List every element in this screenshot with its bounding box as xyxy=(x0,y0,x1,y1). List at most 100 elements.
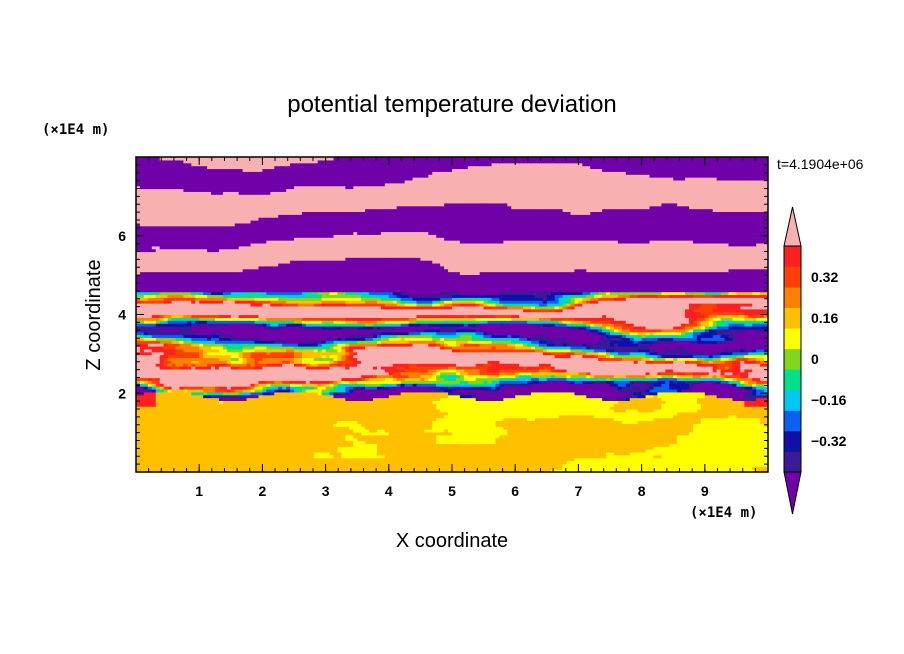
field-cell xyxy=(499,429,504,433)
field-cell xyxy=(432,391,437,396)
field-cell xyxy=(309,440,315,444)
field-cell xyxy=(301,411,307,416)
field-cell xyxy=(408,406,414,410)
field-cell xyxy=(222,411,228,416)
field-cell xyxy=(641,469,647,472)
field-cell xyxy=(136,420,141,424)
field-cell xyxy=(369,423,374,427)
field-cell xyxy=(538,391,544,396)
field-cell xyxy=(432,454,437,459)
field-cell xyxy=(262,454,267,459)
field-cell xyxy=(606,411,611,416)
field-cell xyxy=(562,440,568,444)
field-cell xyxy=(665,420,670,424)
field-cell xyxy=(278,451,283,456)
field-cell xyxy=(610,388,615,393)
field-cell xyxy=(384,451,390,456)
field-cell xyxy=(629,440,635,444)
field-cell xyxy=(527,386,532,390)
field-cell xyxy=(274,394,279,399)
field-cell xyxy=(250,451,256,456)
field-cell xyxy=(542,414,548,419)
field-cell xyxy=(155,460,161,465)
field-cell xyxy=(191,386,196,390)
field-cell xyxy=(333,386,339,390)
field-cell xyxy=(531,460,536,465)
field-cell xyxy=(570,440,576,444)
field-cell xyxy=(428,411,433,416)
field-cell xyxy=(230,406,236,410)
field-cell xyxy=(361,443,366,447)
field-cell xyxy=(392,417,398,422)
field-cell xyxy=(187,423,192,427)
field-cell xyxy=(744,397,749,402)
field-cell xyxy=(305,460,311,465)
field-cell xyxy=(321,429,327,433)
field-cell xyxy=(633,409,639,413)
field-cell xyxy=(649,409,655,413)
field-cell xyxy=(321,411,327,416)
field-cell xyxy=(740,414,745,419)
field-cell xyxy=(341,463,346,467)
field-cell xyxy=(171,434,177,439)
field-cell xyxy=(744,423,749,427)
field-cell xyxy=(309,400,315,404)
field-cell xyxy=(689,386,694,390)
field-cell xyxy=(732,406,737,410)
field-cell xyxy=(736,443,741,447)
field-cell xyxy=(550,443,556,447)
contour-field xyxy=(136,157,768,472)
field-cell xyxy=(428,460,433,465)
field-cell xyxy=(546,386,552,390)
field-cell xyxy=(412,400,418,404)
field-cell xyxy=(325,397,331,402)
field-cell xyxy=(286,451,291,456)
field-cell xyxy=(361,406,366,410)
field-cell xyxy=(369,449,374,453)
field-cell xyxy=(230,400,236,404)
field-cell xyxy=(752,411,757,416)
field-cell xyxy=(566,394,572,399)
field-cell xyxy=(554,429,560,433)
field-cell xyxy=(700,417,706,422)
field-cell xyxy=(286,403,291,407)
field-cell xyxy=(748,466,753,470)
field-cell xyxy=(301,403,307,407)
field-cell xyxy=(665,446,670,450)
field-cell xyxy=(171,414,177,419)
field-cell xyxy=(728,446,734,450)
field-cell xyxy=(436,397,441,402)
field-cell xyxy=(262,386,267,390)
field-cell xyxy=(653,466,658,470)
field-cell xyxy=(147,469,153,472)
field-cell xyxy=(483,466,489,470)
field-cell xyxy=(617,437,623,442)
field-cell xyxy=(424,391,429,396)
field-cell xyxy=(274,420,279,424)
field-cell xyxy=(440,426,445,430)
field-cell xyxy=(333,457,339,462)
field-cell xyxy=(420,429,425,433)
field-cell xyxy=(487,386,493,390)
field-cell xyxy=(222,463,228,467)
field-cell xyxy=(218,434,224,439)
field-cell xyxy=(357,403,362,407)
field-cell xyxy=(301,383,307,387)
field-cell xyxy=(720,411,726,416)
field-cell xyxy=(309,451,315,456)
field-cell xyxy=(428,454,433,459)
field-cell xyxy=(222,457,228,462)
field-cell xyxy=(242,460,248,465)
field-cell xyxy=(365,469,370,472)
field-cell xyxy=(357,426,362,430)
field-cell xyxy=(290,463,295,467)
field-cell xyxy=(294,397,299,402)
field-cell xyxy=(226,454,232,459)
field-cell xyxy=(199,426,204,430)
field-cell xyxy=(629,420,635,424)
field-cell xyxy=(495,443,500,447)
field-cell xyxy=(262,434,267,439)
field-cell xyxy=(234,446,240,450)
field-cell xyxy=(191,440,196,444)
field-cell xyxy=(278,440,283,444)
